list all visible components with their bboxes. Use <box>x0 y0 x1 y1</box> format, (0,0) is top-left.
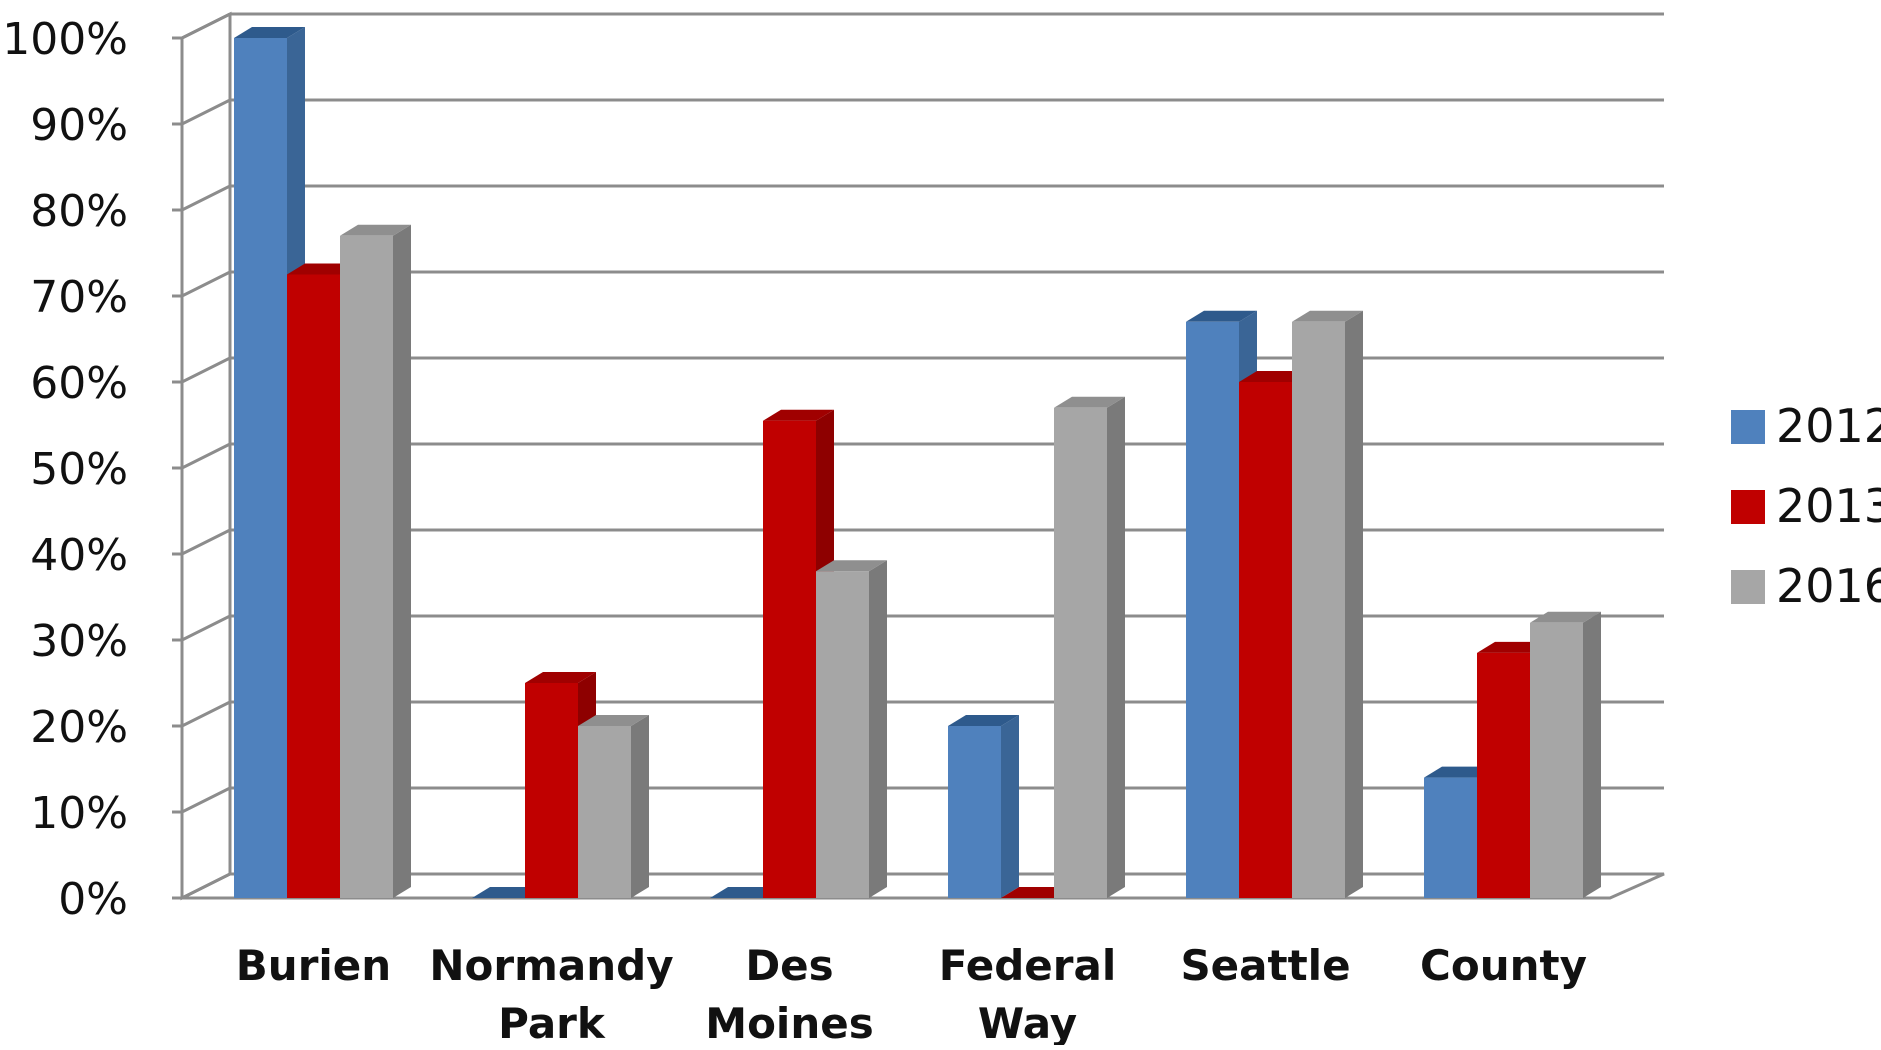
bar-front <box>287 274 340 898</box>
bar-front <box>1477 652 1530 898</box>
bar-top <box>1530 611 1601 623</box>
bar-2016-1 <box>578 715 649 898</box>
bar-front <box>578 726 631 898</box>
legend-swatch <box>1731 410 1765 444</box>
bar-top <box>948 715 1019 726</box>
gridline-depth <box>181 700 231 728</box>
gridline-depth <box>181 356 231 384</box>
legend: 2012 2013 2016 <box>1731 399 1881 613</box>
bar-top <box>1186 310 1257 322</box>
bar-2016-3 <box>1054 396 1125 898</box>
bar-side <box>869 560 887 898</box>
bars <box>234 27 1601 899</box>
bar-front <box>1186 321 1239 898</box>
y-tick-label: 20% <box>30 702 128 753</box>
bar-front <box>340 235 393 899</box>
x-category-label: Park <box>498 999 606 1045</box>
y-tick-label: 100% <box>2 14 128 65</box>
bar-side <box>631 715 649 898</box>
bar-front <box>1530 622 1583 898</box>
y-tick-label: 50% <box>30 444 128 495</box>
y-tick-label: 70% <box>30 272 128 323</box>
bar-2016-5 <box>1530 611 1601 898</box>
bar-top <box>816 560 887 572</box>
legend-label: 2012 <box>1776 399 1881 453</box>
gridline-depth <box>181 270 231 298</box>
gridline-depth <box>181 786 231 814</box>
bar-top <box>234 27 305 38</box>
bar-top <box>1292 310 1363 322</box>
legend-swatch <box>1731 570 1765 604</box>
y-tick-label: 0% <box>58 874 128 925</box>
bar-front <box>1292 321 1345 898</box>
x-category-label: Normandy <box>429 941 673 990</box>
gridline-depth <box>181 528 231 556</box>
bar-side <box>1001 715 1019 898</box>
y-tick-label: 80% <box>30 186 128 237</box>
bar-front <box>525 683 578 898</box>
bar-side <box>1345 310 1363 898</box>
gridline-depth <box>181 442 231 470</box>
bar-top <box>340 224 411 236</box>
x-category-label: Burien <box>236 941 391 990</box>
y-tick-label: 30% <box>30 616 128 667</box>
legend-label: 2016 <box>1776 559 1881 613</box>
y-tick-label: 40% <box>30 530 128 581</box>
gridline-depth <box>181 98 231 126</box>
bar-top <box>1054 396 1125 408</box>
legend-swatch <box>1731 490 1765 524</box>
y-axis-tick-labels: 0% 10% 20% 30% 40% 50% 60% 70% 80% 90% 100% <box>2 14 128 925</box>
gridline-depth <box>181 614 231 642</box>
bar-side <box>393 224 411 899</box>
x-category-label: Way <box>978 999 1077 1045</box>
bar-front <box>1424 777 1477 898</box>
x-category-label: Moines <box>705 999 873 1045</box>
bar-2012-3 <box>948 715 1019 898</box>
x-category-label: Seattle <box>1180 941 1350 990</box>
bar-top <box>578 715 649 726</box>
x-category-label: Federal <box>939 941 1116 990</box>
gridline-depth <box>181 12 231 40</box>
bar-top <box>763 409 834 421</box>
bar-front <box>948 726 1001 898</box>
x-axis-category-labels: Burien Normandy Park Des Moines Federal Way Sea… <box>236 941 1587 1048</box>
bar-2012-0 <box>234 27 305 898</box>
bar-2016-4 <box>1292 310 1363 898</box>
bar-side <box>1107 396 1125 898</box>
x-category-label: County <box>1420 941 1587 990</box>
bar-front <box>763 420 816 898</box>
floor <box>181 872 1665 900</box>
gridline-depth <box>181 184 231 212</box>
bar-front <box>234 38 287 898</box>
bar-top <box>525 672 596 683</box>
bar-front <box>1239 382 1292 898</box>
bar-2016-2 <box>816 560 887 898</box>
bar-front <box>1054 407 1107 898</box>
bar-2016-0 <box>340 224 411 899</box>
x-category-label: Des <box>745 941 833 990</box>
y-tick-label: 60% <box>30 358 128 409</box>
y-tick-label: 10% <box>30 788 128 839</box>
legend-label: 2013 <box>1776 479 1881 533</box>
y-tick-label: 90% <box>30 100 128 151</box>
bar-side <box>1583 611 1601 898</box>
gridlines <box>172 12 1664 900</box>
bar-front <box>816 571 869 898</box>
